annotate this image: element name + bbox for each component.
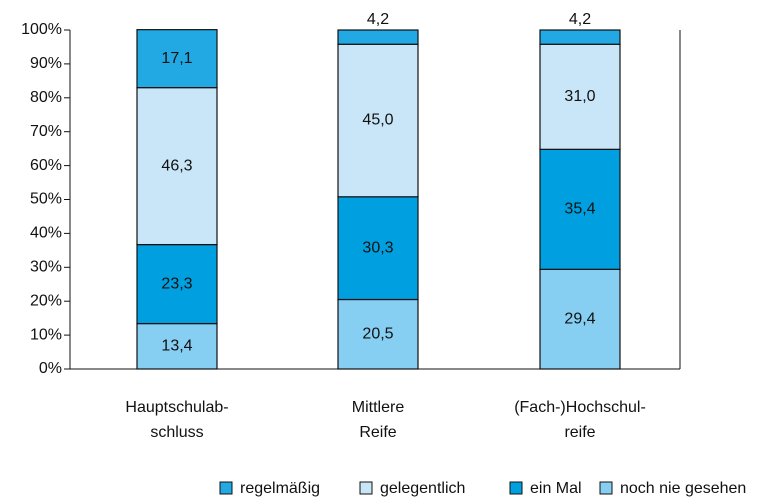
y-tick-label: 90%: [30, 55, 62, 72]
value-label: 13,4: [161, 338, 192, 355]
value-label: 4,2: [367, 11, 389, 28]
bar-segment: [337, 43, 419, 198]
y-tick-label: 50%: [30, 191, 62, 208]
x-tick-label: reife: [564, 424, 595, 441]
bar-segment: [136, 243, 218, 325]
bar-segment: [337, 196, 419, 301]
bar-segment: [136, 29, 218, 89]
value-label: 29,4: [564, 310, 595, 327]
bar-segment: [136, 322, 218, 370]
y-tick-label: 100%: [21, 21, 62, 38]
legend-swatch: [359, 481, 373, 495]
x-tick-label: Mittlere: [352, 399, 405, 416]
y-tick-label: 10%: [30, 326, 62, 343]
bar-segment: [337, 298, 419, 370]
bar-segment: [539, 29, 621, 45]
legend-label: ein Mal: [530, 480, 582, 497]
bar-segment: [539, 43, 621, 150]
legend-swatch: [599, 481, 613, 495]
y-tick-label: 70%: [30, 123, 62, 140]
legend-label: gelegentlich: [380, 480, 465, 497]
bar-segment: [136, 87, 218, 246]
x-tick-label: (Fach-)Hochschul-: [514, 399, 646, 416]
value-label: 30,3: [362, 239, 393, 256]
x-tick-label: schluss: [150, 424, 203, 441]
value-label: 45,0: [362, 112, 393, 129]
value-label: 4,2: [569, 11, 591, 28]
legend-label: noch nie gesehen: [620, 480, 746, 497]
value-label: 20,5: [362, 325, 393, 342]
value-label: 31,0: [564, 88, 595, 105]
y-tick-label: 30%: [30, 259, 62, 276]
y-tick-label: 0%: [39, 360, 62, 377]
value-label: 35,4: [564, 201, 595, 218]
x-tick-label: Reife: [359, 424, 396, 441]
legend-swatch: [509, 481, 523, 495]
bar-segment: [337, 29, 419, 45]
y-tick-label: 80%: [30, 89, 62, 106]
value-label: 23,3: [161, 275, 192, 292]
bar-segment: [539, 148, 621, 270]
legend-swatch: [219, 481, 233, 495]
y-tick-label: 20%: [30, 292, 62, 309]
value-label: 46,3: [161, 157, 192, 174]
x-tick-label: Hauptschulab-: [125, 399, 228, 416]
y-tick-label: 60%: [30, 157, 62, 174]
value-label: 17,1: [161, 50, 192, 67]
legend-label: regelmäßig: [240, 480, 320, 497]
bar-segment: [539, 268, 621, 370]
y-tick-label: 40%: [30, 225, 62, 242]
